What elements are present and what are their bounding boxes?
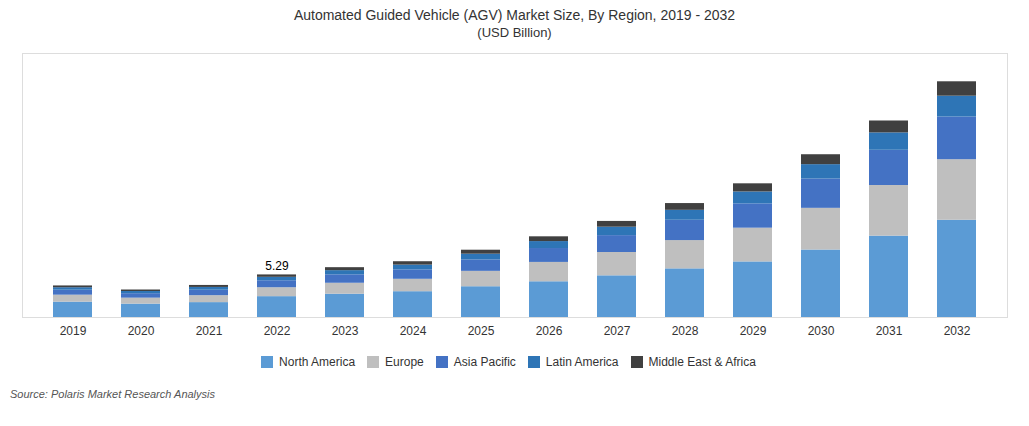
svg-text:2028: 2028 <box>672 324 699 338</box>
svg-text:2025: 2025 <box>468 324 495 338</box>
svg-text:2027: 2027 <box>604 324 631 338</box>
svg-text:2024: 2024 <box>400 324 427 338</box>
html-text:Europe: Europe <box>385 354 424 369</box>
html-text:Source: Polaris Market Researc: Source: Polaris Market Research Analysis <box>10 388 215 400</box>
html-text:Automated Guided Vehicle (AGV): Automated Guided Vehicle (AGV) Market Si… <box>293 7 736 23</box>
svg-text:2026: 2026 <box>536 324 563 338</box>
svg-text:2020: 2020 <box>128 324 155 338</box>
svg-text:2019: 2019 <box>60 324 87 338</box>
svg-text:2032: 2032 <box>944 324 971 338</box>
html-text:Latin America: Latin America <box>545 354 619 369</box>
svg-text:5.29: 5.29 <box>265 259 289 273</box>
svg-text:2022: 2022 <box>264 324 291 338</box>
svg-text:2023: 2023 <box>332 324 359 338</box>
svg-text:2031: 2031 <box>876 324 903 338</box>
svg-text:2021: 2021 <box>196 324 223 338</box>
svg-text:2029: 2029 <box>740 324 767 338</box>
html-text:Middle East & Africa: Middle East & Africa <box>648 354 756 369</box>
html-text:North America: North America <box>279 354 356 369</box>
svg-text:2030: 2030 <box>808 324 835 338</box>
html-text:(USD Billion): (USD Billion) <box>477 25 552 40</box>
html-text:Asia Pacific: Asia Pacific <box>453 354 516 369</box>
